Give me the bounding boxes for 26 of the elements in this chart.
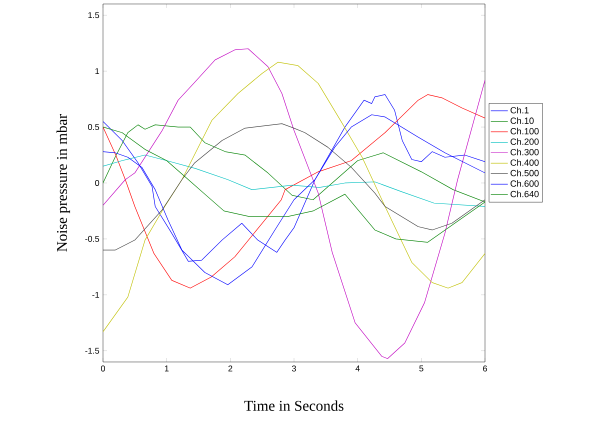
y-tick-label: -0.5: [85, 236, 100, 242]
y-tick-label: 1.5: [88, 12, 100, 18]
y-tick-label: -1: [92, 292, 100, 298]
x-tick-label: 1: [164, 366, 169, 372]
legend-label: Ch.1: [510, 106, 529, 114]
legend-label: Ch.500: [510, 170, 539, 176]
x-tick-label: 0: [100, 366, 106, 372]
y-tick-label: 0.5: [88, 124, 100, 130]
y-axis-title: Noise pressure in mbar: [56, 114, 70, 252]
legend-label: Ch.100: [510, 128, 539, 134]
legend-label: Ch.200: [510, 138, 539, 145]
x-axis-title: Time in Seconds: [244, 400, 344, 411]
legend-label: Ch.640: [510, 190, 539, 198]
y-tick-label: -1.5: [85, 348, 100, 354]
y-tick-label: 0: [95, 180, 100, 186]
x-tick-label: 6: [483, 366, 487, 372]
x-tick-label: 3: [292, 366, 296, 372]
legend-label: Ch.300: [510, 148, 539, 156]
x-tick-label: 4: [356, 366, 360, 372]
legend-label: Ch.400: [510, 159, 539, 166]
legend-label: Ch.10: [510, 117, 534, 124]
x-tick-label: 5: [419, 366, 424, 372]
line-series: [103, 154, 486, 207]
legend-label: Ch.600: [510, 180, 539, 187]
y-tick-label: 1: [95, 68, 100, 74]
x-tick-label: 2: [228, 366, 232, 372]
